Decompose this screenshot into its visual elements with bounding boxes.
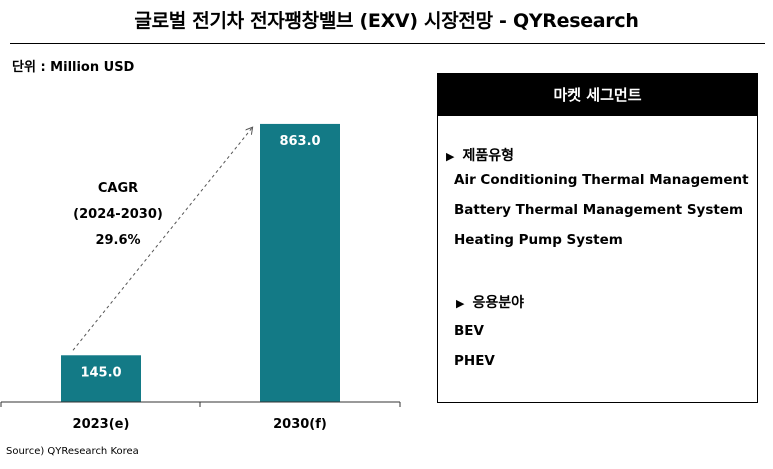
category-label: 2023(e) <box>73 417 130 432</box>
cagr-value: 29.6% <box>95 233 141 248</box>
cagr-title: CAGR <box>97 181 139 196</box>
segment-item: Air Conditioning Thermal Management <box>454 172 749 188</box>
segment-item: PHEV <box>454 353 495 369</box>
unit-label: 단위 : Million USD <box>12 60 135 75</box>
market-segment-panel: 마켓 세그먼트 ▶ 제품유형 Air Conditioning Thermal M… <box>437 73 758 403</box>
segment-group-product-type: ▶ 제품유형 <box>446 145 514 165</box>
bar-value-label: 863.0 <box>279 134 320 149</box>
segment-group-application: ▶ 응용분야 <box>456 292 524 312</box>
page-title: 글로벌 전기차 전자팽창밸브 (EXV) 시장전망 - QYResearch <box>134 10 639 32</box>
source-note: Source) QYResearch Korea <box>6 446 139 457</box>
category-label: 2030(f) <box>273 417 327 432</box>
segment-item: BEV <box>454 323 484 339</box>
triangle-right-icon: ▶ <box>446 150 455 163</box>
segment-item: Battery Thermal Management System <box>454 202 744 218</box>
title-divider <box>10 43 765 44</box>
bar-chart: 145.0 2023(e) 863.0 2030(f) <box>0 123 401 432</box>
bar-value-label: 145.0 <box>80 365 121 380</box>
cagr-annotation: CAGR (2024-2030) 29.6% <box>58 176 178 254</box>
segment-item: Heating Pump System <box>454 232 623 248</box>
cagr-period: (2024-2030) <box>73 207 163 222</box>
market-segment-header: 마켓 세그먼트 <box>438 74 757 116</box>
triangle-right-icon: ▶ <box>456 297 465 310</box>
bar <box>260 123 340 402</box>
segment-group-title: 응용분야 <box>472 295 524 311</box>
segment-group-title: 제품유형 <box>462 148 514 164</box>
bar <box>61 355 141 402</box>
